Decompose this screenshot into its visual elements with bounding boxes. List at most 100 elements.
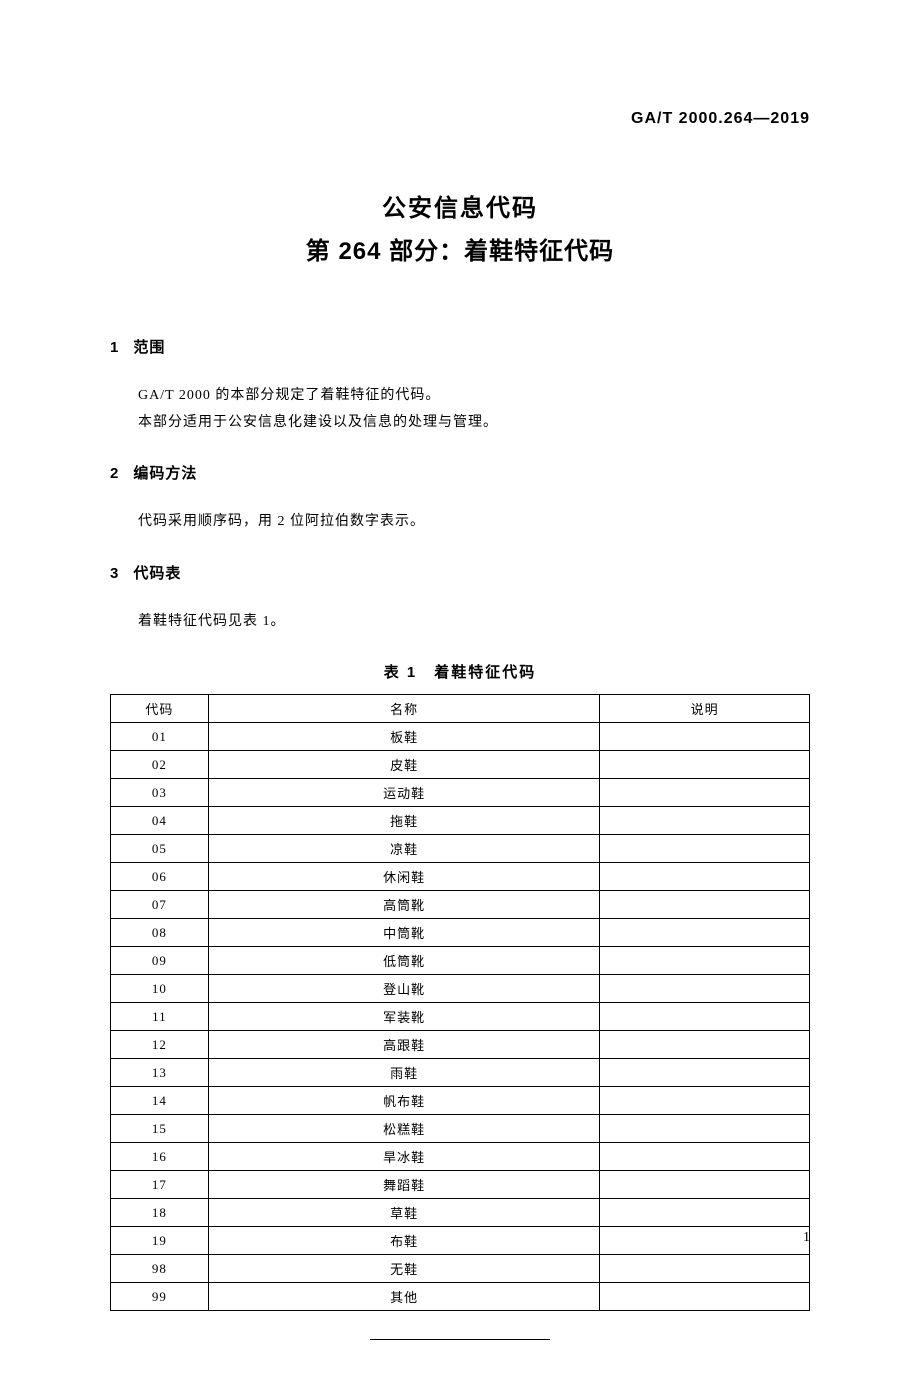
end-rule	[370, 1339, 550, 1340]
section-number: 2	[110, 465, 119, 482]
cell-desc	[600, 1059, 810, 1087]
section-1-heading: 1 范围	[110, 336, 810, 357]
cell-code: 09	[111, 947, 209, 975]
cell-desc	[600, 1283, 810, 1311]
paragraph: 着鞋特征代码见表 1。	[138, 609, 810, 636]
cell-desc	[600, 919, 810, 947]
cell-name: 雨鞋	[208, 1059, 599, 1087]
cell-desc	[600, 807, 810, 835]
cell-desc	[600, 1143, 810, 1171]
paragraph: GA/T 2000 的本部分规定了着鞋特征的代码。	[138, 383, 810, 410]
cell-code: 12	[111, 1031, 209, 1059]
table-row: 09低筒靴	[111, 947, 810, 975]
cell-name: 布鞋	[208, 1227, 599, 1255]
cell-code: 03	[111, 779, 209, 807]
cell-name: 休闲鞋	[208, 863, 599, 891]
table-row: 17舞蹈鞋	[111, 1171, 810, 1199]
table-header-row: 代码 名称 说明	[111, 695, 810, 723]
cell-code: 98	[111, 1255, 209, 1283]
cell-code: 11	[111, 1003, 209, 1031]
table-row: 18草鞋	[111, 1199, 810, 1227]
col-header-name: 名称	[208, 695, 599, 723]
cell-name: 舞蹈鞋	[208, 1171, 599, 1199]
cell-name: 旱冰鞋	[208, 1143, 599, 1171]
col-header-code: 代码	[111, 695, 209, 723]
table-row: 98无鞋	[111, 1255, 810, 1283]
cell-desc	[600, 835, 810, 863]
table-row: 16旱冰鞋	[111, 1143, 810, 1171]
table-row: 02皮鞋	[111, 751, 810, 779]
cell-name: 低筒靴	[208, 947, 599, 975]
section-2-heading: 2 编码方法	[110, 462, 810, 483]
cell-name: 松糕鞋	[208, 1115, 599, 1143]
section-3-heading: 3 代码表	[110, 562, 810, 583]
cell-name: 中筒靴	[208, 919, 599, 947]
cell-code: 06	[111, 863, 209, 891]
cell-code: 18	[111, 1199, 209, 1227]
cell-code: 05	[111, 835, 209, 863]
cell-name: 凉鞋	[208, 835, 599, 863]
table-row: 06休闲鞋	[111, 863, 810, 891]
cell-code: 17	[111, 1171, 209, 1199]
cell-desc	[600, 1003, 810, 1031]
table-row: 12高跟鞋	[111, 1031, 810, 1059]
table-row: 04拖鞋	[111, 807, 810, 835]
paragraph: 代码采用顺序码，用 2 位阿拉伯数字表示。	[138, 509, 810, 536]
cell-code: 14	[111, 1087, 209, 1115]
section-title: 范围	[133, 339, 165, 356]
table-row: 14帆布鞋	[111, 1087, 810, 1115]
cell-desc	[600, 1227, 810, 1255]
cell-desc	[600, 1115, 810, 1143]
cell-name: 军装靴	[208, 1003, 599, 1031]
cell-name: 皮鞋	[208, 751, 599, 779]
cell-name: 无鞋	[208, 1255, 599, 1283]
cell-code: 99	[111, 1283, 209, 1311]
table-row: 01板鞋	[111, 723, 810, 751]
standard-code: GA/T 2000.264—2019	[110, 110, 810, 128]
cell-code: 15	[111, 1115, 209, 1143]
cell-name: 拖鞋	[208, 807, 599, 835]
cell-code: 02	[111, 751, 209, 779]
table-row: 08中筒靴	[111, 919, 810, 947]
col-header-desc: 说明	[600, 695, 810, 723]
section-title: 代码表	[133, 565, 181, 582]
section-1-body: GA/T 2000 的本部分规定了着鞋特征的代码。 本部分适用于公安信息化建设以…	[110, 383, 810, 436]
table-row: 99其他	[111, 1283, 810, 1311]
cell-desc	[600, 1031, 810, 1059]
cell-name: 高筒靴	[208, 891, 599, 919]
table-row: 10登山靴	[111, 975, 810, 1003]
cell-desc	[600, 891, 810, 919]
table-row: 19布鞋	[111, 1227, 810, 1255]
paragraph: 本部分适用于公安信息化建设以及信息的处理与管理。	[138, 410, 810, 437]
table-row: 13雨鞋	[111, 1059, 810, 1087]
cell-code: 08	[111, 919, 209, 947]
section-number: 3	[110, 565, 119, 582]
cell-desc	[600, 1087, 810, 1115]
cell-desc	[600, 863, 810, 891]
cell-name: 帆布鞋	[208, 1087, 599, 1115]
cell-desc	[600, 751, 810, 779]
cell-desc	[600, 779, 810, 807]
cell-name: 高跟鞋	[208, 1031, 599, 1059]
table-row: 05凉鞋	[111, 835, 810, 863]
cell-code: 04	[111, 807, 209, 835]
cell-code: 16	[111, 1143, 209, 1171]
table-row: 03运动鞋	[111, 779, 810, 807]
title-sub: 第 264 部分：着鞋特征代码	[110, 231, 810, 266]
table-row: 15松糕鞋	[111, 1115, 810, 1143]
cell-code: 13	[111, 1059, 209, 1087]
section-number: 1	[110, 339, 119, 356]
cell-name: 登山靴	[208, 975, 599, 1003]
cell-desc	[600, 1171, 810, 1199]
title-main: 公安信息代码	[110, 188, 810, 223]
section-title: 编码方法	[133, 465, 197, 482]
cell-code: 01	[111, 723, 209, 751]
cell-name: 运动鞋	[208, 779, 599, 807]
table-caption: 表 1 着鞋特征代码	[110, 661, 810, 682]
cell-desc	[600, 1255, 810, 1283]
cell-code: 07	[111, 891, 209, 919]
cell-name: 其他	[208, 1283, 599, 1311]
section-3-body: 着鞋特征代码见表 1。	[110, 609, 810, 636]
cell-code: 19	[111, 1227, 209, 1255]
cell-desc	[600, 723, 810, 751]
